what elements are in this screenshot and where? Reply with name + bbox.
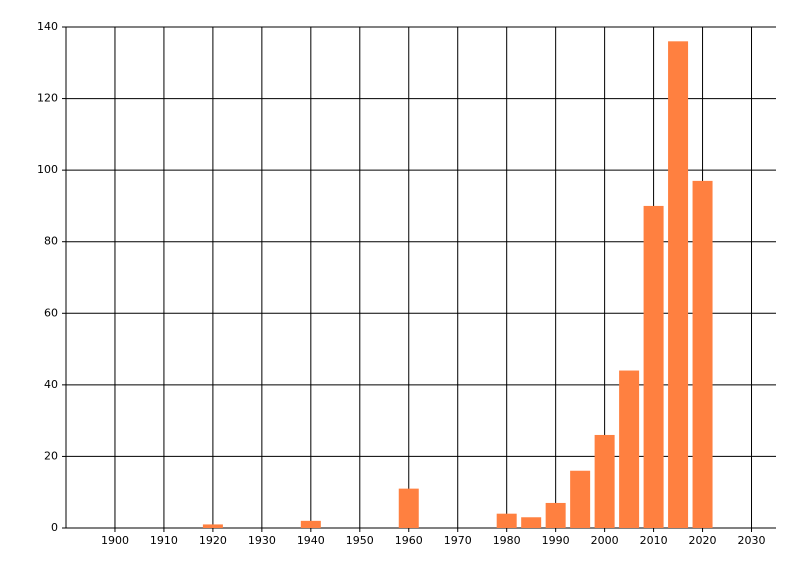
x-tick-label: 1950 xyxy=(346,534,374,547)
bar xyxy=(496,513,517,528)
bar xyxy=(300,520,321,528)
x-tick-label: 2010 xyxy=(640,534,668,547)
x-tick-label: 1920 xyxy=(199,534,227,547)
bar xyxy=(202,524,223,528)
bar xyxy=(692,180,713,528)
x-tick-label: 2000 xyxy=(591,534,619,547)
bar xyxy=(398,488,419,528)
bar xyxy=(545,502,566,528)
x-tick-label: 1940 xyxy=(297,534,325,547)
bar xyxy=(619,370,640,528)
bar xyxy=(668,41,689,529)
y-tick-label: 80 xyxy=(44,235,58,248)
x-tick-label: 1900 xyxy=(101,534,129,547)
y-tick-label: 60 xyxy=(44,306,58,319)
y-tick-label: 20 xyxy=(44,449,58,462)
x-tick-label: 1970 xyxy=(444,534,472,547)
bar xyxy=(643,205,664,528)
y-tick-label: 40 xyxy=(44,378,58,391)
y-tick-label: 100 xyxy=(37,163,58,176)
x-tick-label: 1910 xyxy=(150,534,178,547)
bar xyxy=(570,470,591,528)
bar xyxy=(594,434,615,528)
bar xyxy=(521,517,542,528)
x-tick-label: 1990 xyxy=(542,534,570,547)
x-tick-label: 1980 xyxy=(493,534,521,547)
x-tick-label: 1930 xyxy=(248,534,276,547)
y-tick-label: 140 xyxy=(37,20,58,33)
x-tick-label: 2020 xyxy=(689,534,717,547)
y-tick-label: 0 xyxy=(51,521,58,534)
x-tick-label: 1960 xyxy=(395,534,423,547)
x-tick-label: 2030 xyxy=(738,534,766,547)
y-tick-label: 120 xyxy=(37,92,58,105)
